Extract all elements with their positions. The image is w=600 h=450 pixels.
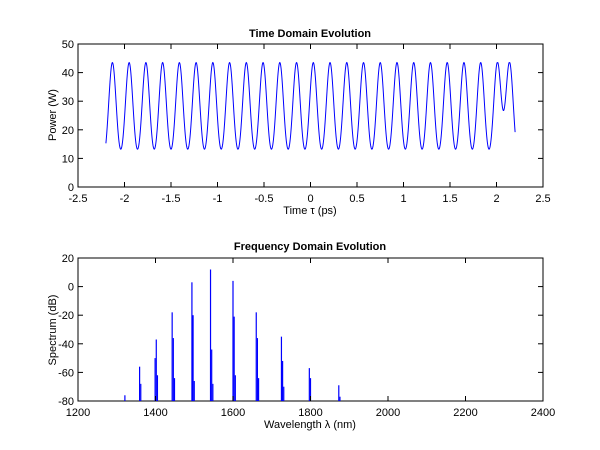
time-domain-ytick-label: 40	[62, 68, 74, 80]
frequency-domain-xtick-label: 1600	[221, 407, 245, 419]
time-domain-xtick-label: 2.5	[535, 193, 550, 205]
time-domain-ylabel: Power (W)	[47, 89, 59, 141]
time-domain-axes-frame	[77, 43, 544, 188]
frequency-domain-plot: Frequency Domain Evolution 1200 1400 1600 1…	[47, 241, 555, 431]
time-domain-xtick-label: 2	[493, 193, 499, 205]
time-domain-xtick-label: 0.5	[349, 193, 364, 205]
frequency-domain-xtick-label: 2400	[531, 407, 555, 419]
time-domain-xtick-label: -1	[213, 193, 223, 205]
time-domain-ytick-label: 20	[62, 125, 74, 137]
time-domain-xtick-label: 1.5	[442, 193, 457, 205]
frequency-domain-xtick-label: 1400	[143, 407, 167, 419]
frequency-domain-ytick-label: 0	[68, 282, 74, 294]
frequency-domain-xtick-label: 2200	[453, 407, 477, 419]
time-domain-ytick-label: 10	[62, 153, 74, 165]
time-domain-ytick-label: 50	[62, 39, 74, 51]
time-domain-xtick-label: -2.5	[69, 193, 88, 205]
frequency-domain-xtick-label: 2000	[376, 407, 400, 419]
time-domain-xtick-label: -2	[120, 193, 130, 205]
time-domain-xtick-label: -1.5	[162, 193, 181, 205]
time-domain-xlabel: Time τ (ps)	[283, 205, 336, 217]
time-domain-ticks: -2.5 -2 -1.5 -1 -0.5 0 0.5 1 1.5 2 2.5 0 10 20 30 40 50	[62, 39, 551, 205]
frequency-domain-xlabel: Wavelength λ (nm)	[264, 419, 356, 431]
frequency-domain-xtick-label: 1200	[66, 407, 90, 419]
time-domain-ytick-label: 30	[62, 96, 74, 108]
frequency-domain-ytick-label: 20	[62, 253, 74, 265]
time-domain-xtick-label: 1	[400, 193, 406, 205]
time-domain-xtick-label: 0	[307, 193, 313, 205]
time-domain-ytick-label: 0	[68, 182, 74, 194]
time-domain-xtick-label: -0.5	[255, 193, 274, 205]
frequency-domain-title: Frequency Domain Evolution	[234, 241, 386, 253]
frequency-domain-ticks: 1200 1400 1600 1800 2000 2200 2400 -80 -60 -40 -20…	[58, 253, 555, 419]
frequency-domain-ytick-label: -80	[58, 396, 74, 408]
frequency-domain-xtick-label: 1800	[298, 407, 322, 419]
frequency-domain-ytick-label: -20	[58, 310, 74, 322]
time-domain-series-group	[105, 61, 516, 150]
frequency-domain-series-group	[124, 269, 341, 401]
frequency-domain-ylabel: Spectrum (dB)	[47, 295, 59, 366]
power-series-line	[105, 61, 516, 150]
frequency-domain-ytick-label: -60	[58, 367, 74, 379]
frequency-domain-ytick-label: -40	[58, 339, 74, 351]
time-domain-plot: Time Domain Evolution -2.5 -2 -1.5 -1 -0.5 0 0…	[47, 28, 551, 217]
time-domain-title: Time Domain Evolution	[249, 28, 371, 40]
